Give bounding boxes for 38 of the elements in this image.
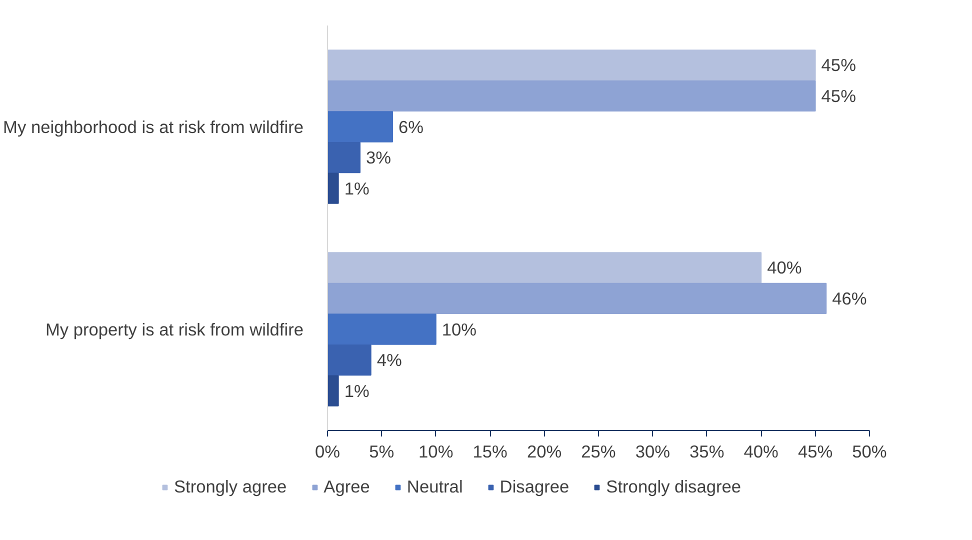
- x-tick-label: 5%: [369, 442, 394, 462]
- legend-label: Agree: [324, 476, 370, 497]
- x-tick-label: 0%: [314, 442, 340, 462]
- data-label: 3%: [366, 148, 392, 168]
- y-tick-label: My neighborhood is at risk from wildfire: [3, 116, 304, 137]
- bar: [328, 375, 339, 406]
- data-label: 1%: [344, 380, 370, 401]
- data-label: 40%: [767, 258, 802, 278]
- x-tick-label: 45%: [798, 442, 833, 462]
- bar: [328, 50, 816, 81]
- bar: [328, 282, 827, 314]
- bar: [328, 80, 816, 112]
- legend-label: Strongly agree: [174, 476, 287, 497]
- bar: [328, 142, 361, 174]
- bar: [328, 314, 436, 345]
- x-tick-label: 40%: [744, 442, 778, 462]
- y-tick-label: My property is at risk from wildfire: [45, 319, 304, 340]
- legend-label: Strongly disagree: [606, 476, 742, 497]
- x-tick-label: 25%: [581, 442, 616, 462]
- bar: [328, 344, 372, 376]
- x-tick-label: 30%: [635, 442, 670, 462]
- legend-label: Disagree: [500, 476, 570, 497]
- bar: [328, 252, 762, 284]
- legend-label: Neutral: [406, 476, 463, 497]
- x-tick-label: 15%: [472, 442, 508, 462]
- x-tick-label: 10%: [418, 442, 454, 462]
- data-label: 6%: [398, 116, 424, 137]
- data-label: 1%: [344, 178, 370, 198]
- data-label: 46%: [832, 288, 867, 308]
- bar: [328, 111, 394, 142]
- x-tick-label: 50%: [852, 442, 887, 462]
- data-label: 4%: [376, 350, 402, 370]
- x-tick-label: 35%: [690, 442, 724, 462]
- bar: [328, 172, 339, 204]
- data-label: 10%: [442, 319, 477, 340]
- x-tick-label: 20%: [526, 442, 562, 462]
- data-label: 45%: [821, 86, 856, 106]
- data-label: 45%: [821, 55, 856, 76]
